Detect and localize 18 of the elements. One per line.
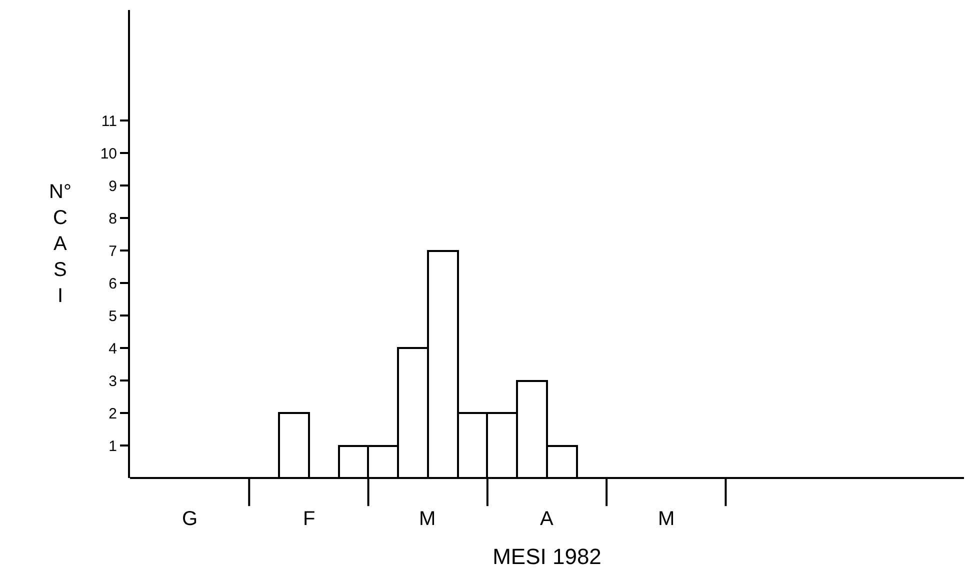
- y-tick-label: 4: [108, 340, 117, 358]
- y-tick-label: 11: [101, 112, 117, 130]
- y-tick-label: 2: [108, 405, 117, 422]
- y-tick-label: 6: [108, 275, 117, 292]
- y-tick-label: 3: [108, 372, 117, 390]
- text: M: [419, 508, 436, 530]
- y-tick-label: 1: [108, 438, 117, 455]
- y-tick-label: 7: [108, 242, 117, 260]
- y-tick-label: 9: [108, 178, 117, 195]
- y-tick-label: 8: [108, 210, 117, 228]
- text: A: [540, 508, 554, 530]
- x-axis-title: MESI 1982: [492, 544, 602, 569]
- y-tick-label: 5: [108, 308, 117, 325]
- text: G: [182, 508, 198, 530]
- text: M: [658, 508, 675, 530]
- text: F: [303, 508, 316, 530]
- y-tick-label: 10: [100, 145, 117, 162]
- y-axis-title: N° CASI: [49, 181, 72, 307]
